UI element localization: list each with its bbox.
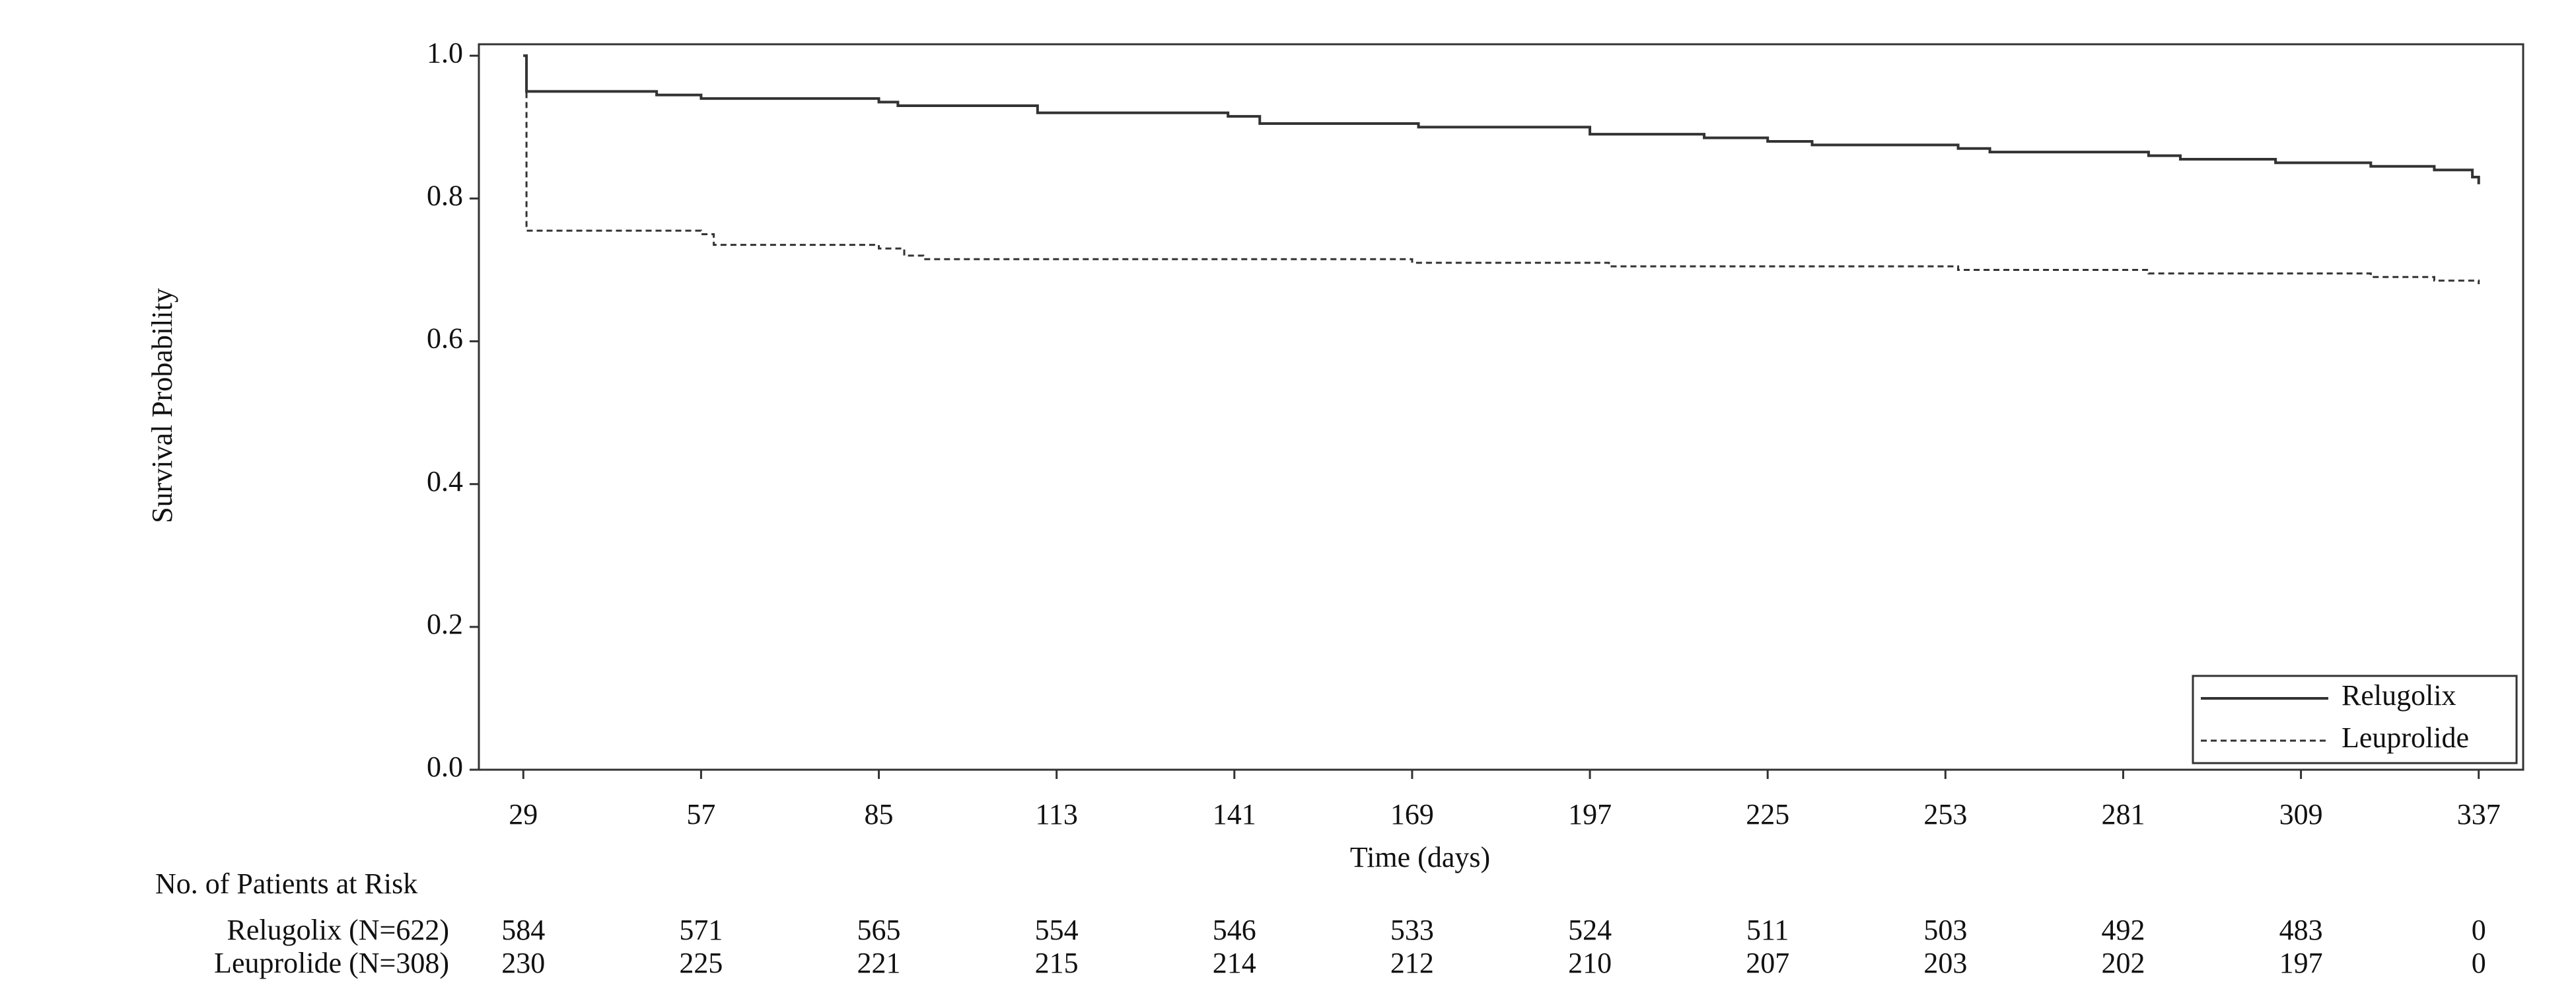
- x-tick-label: 309: [2279, 798, 2323, 831]
- risk-count: 492: [2101, 914, 2145, 946]
- risk-count: 230: [501, 947, 545, 979]
- risk-count: 225: [679, 947, 723, 979]
- risk-count: 554: [1035, 914, 1079, 946]
- risk-count: 511: [1746, 914, 1789, 946]
- x-tick-label: 281: [2101, 798, 2145, 831]
- risk-count: 0: [2472, 914, 2486, 946]
- risk-count: 0: [2472, 947, 2486, 979]
- risk-count: 483: [2279, 914, 2323, 946]
- x-tick-label: 253: [1923, 798, 1967, 831]
- risk-count: 546: [1213, 914, 1256, 946]
- risk-count: 214: [1213, 947, 1256, 979]
- y-axis-label: Survival Probability: [146, 288, 178, 523]
- survival-curve: [523, 54, 2480, 285]
- risk-count: 215: [1035, 947, 1079, 979]
- y-tick-label: 0.0: [427, 751, 463, 783]
- y-tick-label: 0.4: [427, 465, 463, 498]
- x-tick-label: 337: [2457, 798, 2501, 831]
- legend-box: [2192, 675, 2518, 764]
- x-tick-label: 85: [865, 798, 894, 831]
- risk-count: 565: [857, 914, 901, 946]
- x-tick-label: 141: [1213, 798, 1256, 831]
- y-tick-label: 0.2: [427, 608, 463, 640]
- risk-count: 533: [1390, 914, 1434, 946]
- risk-count: 212: [1390, 947, 1434, 979]
- y-tick-label: 0.8: [427, 180, 463, 212]
- risk-count: 571: [679, 914, 723, 946]
- x-tick-label: 197: [1568, 798, 1612, 831]
- x-tick-label: 29: [509, 798, 538, 831]
- risk-count: 203: [1923, 947, 1967, 979]
- risk-count: 221: [857, 947, 901, 979]
- x-tick-label: 57: [686, 798, 715, 831]
- risk-count: 210: [1568, 947, 1612, 979]
- risk-row-label: Leuprolide (N=308): [214, 947, 449, 979]
- risk-count: 202: [2101, 947, 2145, 979]
- x-tick-label: 225: [1746, 798, 1789, 831]
- x-axis-label: Time (days): [1350, 841, 1490, 873]
- legend-label: Relugolix: [2342, 679, 2456, 712]
- x-tick-label: 113: [1035, 798, 1077, 831]
- plot-frame: [478, 43, 2524, 771]
- survival-curve: [523, 54, 2480, 184]
- risk-count: 207: [1746, 947, 1789, 979]
- risk-count: 503: [1923, 914, 1967, 946]
- risk-count: 524: [1568, 914, 1612, 946]
- risk-count: 584: [501, 914, 545, 946]
- risk-row-label: Relugolix (N=622): [227, 914, 449, 946]
- y-tick-label: 1.0: [427, 36, 463, 69]
- y-tick-label: 0.6: [427, 322, 463, 355]
- x-tick-label: 169: [1390, 798, 1434, 831]
- risk-table-title: No. of Patients at Risk: [155, 868, 417, 900]
- risk-count: 197: [2279, 947, 2323, 979]
- legend-label: Leuprolide: [2342, 721, 2469, 754]
